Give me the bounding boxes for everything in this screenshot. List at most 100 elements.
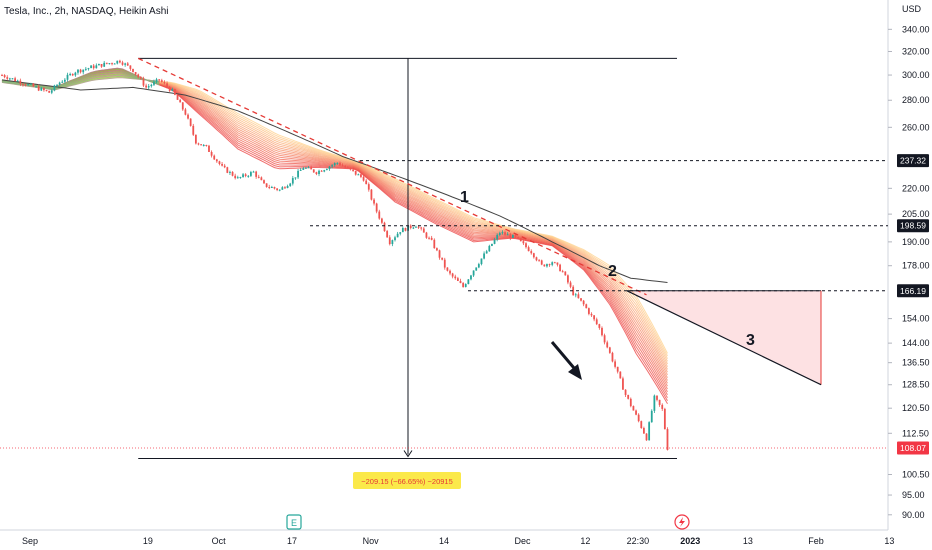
candle-body <box>587 308 590 314</box>
candle-body <box>252 171 255 173</box>
candle-body <box>50 90 53 93</box>
earnings-icon[interactable]: E <box>286 514 302 530</box>
candle-body <box>121 62 124 65</box>
candle-body <box>176 94 179 100</box>
candle-body <box>6 77 9 79</box>
dividend-icon[interactable] <box>674 514 690 530</box>
candle-body <box>412 227 415 229</box>
candle-body <box>572 286 575 296</box>
candle-body <box>124 63 127 65</box>
candle-body <box>77 69 79 73</box>
candle-body <box>561 271 564 273</box>
candle-body <box>126 63 129 66</box>
time-axis[interactable]: Sep 19 Oct 17 Nov 14 Dec 12 22:30 2023 13 Feb 13 <box>22 536 894 546</box>
projection-trendline[interactable] <box>626 290 822 386</box>
candle-body <box>396 233 399 238</box>
price-label-text: 198.59 <box>900 221 926 231</box>
candle-body <box>8 78 11 80</box>
candle-body <box>208 145 210 152</box>
price-tick-label: 320.00 <box>902 46 930 56</box>
time-tick-label: 17 <box>287 536 297 546</box>
price-label-tag: 198.59 <box>897 219 929 233</box>
candle-body <box>404 227 407 231</box>
candle-body <box>223 165 226 168</box>
candle-body <box>666 429 669 450</box>
time-tick-label: 14 <box>439 536 449 546</box>
candle-body <box>184 109 187 115</box>
candle-body <box>632 406 635 411</box>
candle-body <box>436 248 438 251</box>
candle-body <box>658 399 661 405</box>
candle-body <box>637 414 640 422</box>
price-tick-label: 112.50 <box>902 428 929 438</box>
candle-body <box>585 304 588 309</box>
price-axis-unit: USD <box>902 4 922 14</box>
candle-body <box>294 177 297 179</box>
ribbon-line <box>1 70 668 387</box>
price-label-bg <box>897 284 929 298</box>
candle-body <box>373 199 375 204</box>
candle-body <box>231 171 234 176</box>
candle-body <box>187 114 189 119</box>
candle-body <box>574 294 577 296</box>
candle-body <box>590 313 593 316</box>
dashed-trendline[interactable] <box>137 57 647 296</box>
candle-body <box>543 264 546 267</box>
candle-body <box>53 85 56 91</box>
candle-body <box>197 143 200 145</box>
time-tick-label: 13 <box>743 536 753 546</box>
ribbon-line <box>1 71 668 381</box>
candle-body <box>409 225 412 229</box>
candle-body <box>341 165 344 167</box>
candle-body <box>158 79 161 81</box>
price-tick-label: 340.00 <box>902 24 930 34</box>
price-axis[interactable]: 340.00 320.00 300.00 280.00 260.00 220.00 205.… <box>888 24 930 520</box>
candle-body <box>278 189 281 191</box>
candle-body <box>320 170 323 172</box>
time-tick-label: Dec <box>515 536 532 546</box>
ribbon-line <box>1 72 668 376</box>
candle-body <box>580 298 582 301</box>
candle-body <box>601 327 603 336</box>
candle-body <box>145 85 147 88</box>
candle-body <box>37 86 40 91</box>
sma-line <box>1 79 668 283</box>
candle-body <box>336 162 339 164</box>
candle-body <box>553 262 556 264</box>
time-tick-label: 13 <box>884 536 894 546</box>
time-tick-label: Oct <box>212 536 227 546</box>
drawing-objects[interactable]: 1 2 3 −209.15 (−66.65%) −20915 <box>0 57 888 489</box>
candle-body <box>488 245 491 252</box>
candle-body <box>205 144 208 146</box>
candle-body <box>331 165 334 167</box>
time-tick-label: Sep <box>22 536 38 546</box>
candle-body <box>514 234 517 237</box>
candle-body <box>79 69 82 73</box>
candle-body <box>265 183 268 187</box>
candle-body <box>388 237 391 245</box>
candle-body <box>391 240 394 245</box>
candle-body <box>569 282 572 287</box>
candle-body <box>498 233 501 235</box>
candle-body <box>45 90 48 92</box>
candle-body <box>315 172 318 175</box>
candle-body <box>441 257 444 260</box>
candle-body <box>192 125 195 135</box>
candle-body <box>522 241 525 244</box>
candle-body <box>467 279 470 285</box>
ribbon-line <box>1 67 668 404</box>
candlestick-series <box>1 59 669 451</box>
candle-body <box>22 83 24 85</box>
candle-body <box>137 74 140 78</box>
candle-body <box>202 144 205 146</box>
candle-body <box>66 74 69 80</box>
candle-body <box>103 62 106 67</box>
time-tick-label: Nov <box>363 536 380 546</box>
candle-body <box>174 89 176 95</box>
candle-body <box>255 171 258 177</box>
candle-body <box>451 273 454 277</box>
price-label-bg <box>897 219 929 233</box>
candle-body <box>593 315 596 320</box>
candle-body <box>108 63 111 65</box>
